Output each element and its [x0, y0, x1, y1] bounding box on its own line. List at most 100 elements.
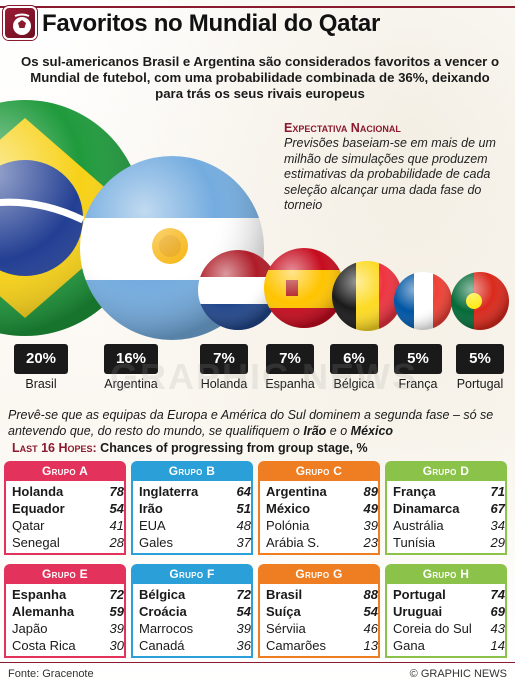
group-body: França 71 Dinamarca 67 Austrália 34 Tunísia 29: [385, 481, 507, 555]
team-row: Gana 14: [393, 638, 505, 654]
group-table: Grupo G Brasil 88 Suíça 54 Sérviia 46 Camarões 1…: [258, 564, 380, 658]
group-body: Portugal 74 Uruguai 69 Coreia do Sul 43 Gana 14: [385, 584, 507, 658]
group-body: Bélgica 72 Croácia 54 Marrocos 39 Canadá 36: [131, 584, 253, 658]
group-table: Grupo D França 71 Dinamarca 67 Austrália 34 Tun…: [385, 461, 507, 555]
team-row: Japão 39: [12, 621, 124, 637]
team-chance: 41: [109, 518, 124, 533]
team-chance: 30: [109, 638, 124, 653]
group-title: Grupo F: [131, 564, 253, 584]
team-chance: 72: [236, 587, 251, 602]
team-name: Sérviia: [266, 621, 306, 636]
team-name: EUA: [139, 518, 166, 533]
team-chance: 71: [490, 484, 505, 499]
team-name: Costa Rica: [12, 638, 76, 653]
pct-portugal: 5%: [456, 344, 504, 374]
group-title: Grupo B: [131, 461, 253, 481]
ball-espanha: [264, 248, 344, 328]
team-row: Brasil 88: [266, 587, 378, 603]
team-name: Dinamarca: [393, 501, 460, 516]
team-row: Inglaterra 64: [139, 484, 251, 500]
team-name: Marrocos: [139, 621, 194, 636]
group-body: Brasil 88 Suíça 54 Sérviia 46 Camarões 13: [258, 584, 380, 658]
team-row: Costa Rica 30: [12, 638, 124, 654]
team-chance: 59: [109, 604, 124, 619]
team-row: Qatar 41: [12, 518, 124, 534]
team-row: Camarões 13: [266, 638, 378, 654]
team-row: Holanda 78: [12, 484, 124, 500]
team-name: Uruguai: [393, 604, 443, 619]
team-row: Senegal 28: [12, 535, 124, 551]
pct-holanda: 7%: [200, 344, 248, 374]
group-table: Grupo B Inglaterra 64 Irão 51 EUA 48 Gales 37: [131, 461, 253, 555]
team-chance: 72: [109, 587, 124, 602]
team-name: Senegal: [12, 535, 60, 550]
team-chance: 39: [109, 621, 124, 636]
team-chance: 67: [490, 501, 505, 516]
team-row: Bélgica 72: [139, 587, 251, 603]
prediction-connector: e o: [329, 424, 348, 438]
team-chance: 13: [363, 638, 378, 653]
group-body: Holanda 78 Equador 54 Qatar 41 Senegal 28: [4, 481, 126, 555]
group-title: Grupo C: [258, 461, 380, 481]
team-row: Alemanha 59: [12, 604, 124, 620]
team-name: Inglaterra: [139, 484, 199, 499]
team-chance: 69: [490, 604, 505, 619]
label-holanda: Holanda: [200, 377, 248, 391]
pct-espanha: 7%: [266, 344, 314, 374]
trophy-ball-icon: [3, 6, 37, 40]
prediction-text: Prevê-se que as equipas da Europa e Amér…: [8, 407, 513, 439]
group-title: Grupo D: [385, 461, 507, 481]
team-row: Espanha 72: [12, 587, 124, 603]
team-name: Austrália: [393, 518, 444, 533]
team-name: Brasil: [266, 587, 303, 602]
team-chance: 23: [363, 535, 378, 550]
team-name: Argentina: [266, 484, 327, 499]
credit: © GRAPHIC NEWS: [409, 668, 507, 680]
team-chance: 49: [363, 501, 378, 516]
favorites-row: 20% Brasil 16% Argentina 7% Holanda 7% E…: [0, 344, 515, 394]
team-name: Qatar: [12, 518, 45, 533]
team-chance: 34: [490, 518, 505, 533]
ball-franca: [394, 272, 452, 330]
team-row: Polónia 39: [266, 518, 378, 534]
group-title: Grupo E: [4, 564, 126, 584]
team-name: México: [266, 501, 311, 516]
source-note: Fonte: Gracenote: [8, 668, 94, 680]
group-table: Grupo A Holanda 78 Equador 54 Qatar 41 Senegal 2…: [4, 461, 126, 555]
team-chance: 64: [236, 484, 251, 499]
team-row: Tunísia 29: [393, 535, 505, 551]
team-name: Gana: [393, 638, 425, 653]
team-row: Croácia 54: [139, 604, 251, 620]
header-rule: [0, 6, 515, 8]
team-chance: 29: [490, 535, 505, 550]
hopes-title: Last 16 Hopes:: [12, 441, 97, 455]
team-row: México 49: [266, 501, 378, 517]
label-belgica: Bélgica: [333, 377, 375, 391]
team-name: Tunísia: [393, 535, 436, 550]
team-name: Suíça: [266, 604, 301, 619]
pct-brasil: 20%: [14, 344, 68, 374]
team-row: Dinamarca 67: [393, 501, 505, 517]
team-row: Marrocos 39: [139, 621, 251, 637]
ball-belgica: [332, 261, 402, 331]
prediction-team-1: Irão: [303, 424, 327, 438]
team-chance: 39: [236, 621, 251, 636]
team-chance: 51: [236, 501, 251, 516]
hopes-subtitle: Chances of progressing from group stage,…: [100, 441, 368, 455]
team-name: Polónia: [266, 518, 310, 533]
team-row: Arábia S. 23: [266, 535, 378, 551]
label-franca: França: [398, 377, 438, 391]
team-chance: 36: [236, 638, 251, 653]
team-chance: 89: [363, 484, 378, 499]
team-row: Irão 51: [139, 501, 251, 517]
team-row: Austrália 34: [393, 518, 505, 534]
group-table: Grupo C Argentina 89 México 49 Polónia 39 Arábi…: [258, 461, 380, 555]
team-name: Croácia: [139, 604, 187, 619]
team-chance: 54: [109, 501, 124, 516]
group-table: Grupo F Bélgica 72 Croácia 54 Marrocos 39 Canad…: [131, 564, 253, 658]
expectation-title: Expectativa Nacional: [284, 121, 401, 135]
team-name: Camarões: [266, 638, 326, 653]
team-name: Alemanha: [12, 604, 75, 619]
team-row: Equador 54: [12, 501, 124, 517]
expectation-body: Previsões baseiam-se em mais de um milhã…: [284, 136, 496, 212]
